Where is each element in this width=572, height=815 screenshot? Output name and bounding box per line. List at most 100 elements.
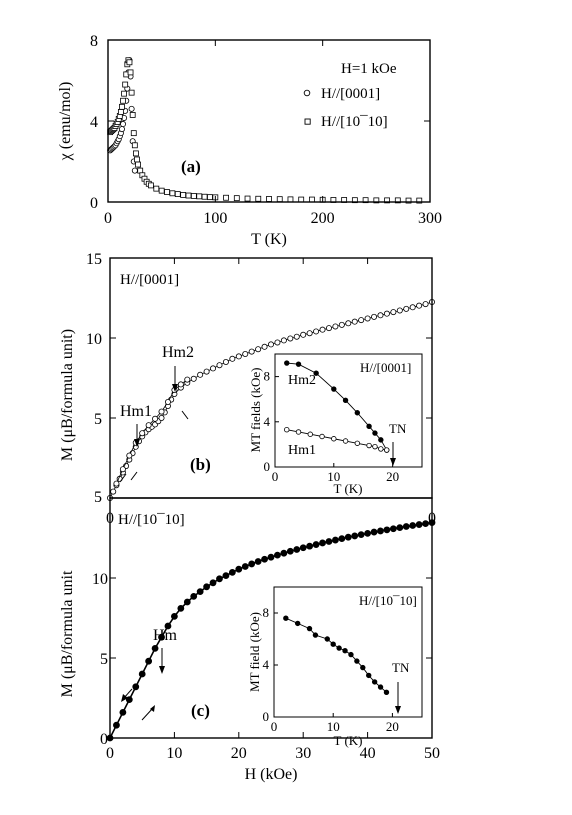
panel-c-inset-marks — [283, 615, 390, 695]
panel-a-point-s1-14 — [122, 81, 129, 88]
panel-a-point-s1-39 — [185, 192, 192, 199]
panel-b-point-s0-45 — [332, 323, 339, 330]
panel-a-point-s1-32 — [148, 182, 154, 189]
panel-b-point-s0-1 — [110, 488, 117, 495]
panel-a-point-s1-41 — [196, 193, 203, 200]
panel-c-xtick-label-2: 20 — [231, 745, 247, 762]
panel-b-inset-point-s1-5 — [342, 438, 349, 444]
panel-c-inset-point-s0-4 — [324, 636, 330, 642]
panel-b-point-s1-2 — [126, 452, 133, 459]
panel-b-inset-point-s0-0 — [284, 360, 290, 366]
annotation-hm-arrowhead — [159, 666, 165, 674]
panel-c-frame — [109, 497, 433, 739]
panel-c-xtick-label-1: 10 — [166, 745, 182, 762]
panel-b-inset-point-s1-3 — [319, 433, 325, 440]
panel-b-inset-xlabel: T (K) — [333, 481, 362, 496]
panel-b-point-s0-41 — [306, 330, 313, 337]
sweep-arrow-2 — [130, 471, 138, 481]
panel-c-inset-point-s0-9 — [354, 658, 360, 664]
panel-a-point-s1-45 — [223, 194, 229, 201]
panel-b-inset-ticks: 0 10 20 0 4 8 — [264, 369, 400, 484]
panel-b-point-s1-6 — [152, 415, 159, 422]
panel-c-xtick-label-3: 30 — [295, 745, 311, 762]
panel-c-inset-ytick-label-1: 4 — [263, 657, 270, 672]
panel-b-inset-xtick-label-0: 0 — [272, 469, 279, 484]
panel-c-ytick-label-0: 0 — [100, 731, 108, 748]
annotation-hm1: Hm1 — [120, 403, 152, 420]
panel-c-inset-tn-arrowhead — [395, 706, 401, 714]
panel-c-inset-point-s0-12 — [371, 679, 378, 685]
panel-b-point-s0-49 — [358, 317, 365, 324]
panel-a-point-s1-62 — [405, 197, 412, 204]
panel-b-point-s0-54 — [390, 309, 397, 316]
panel-a-ytick-label-1: 4 — [90, 114, 98, 131]
panel-c-point-s0-17 — [216, 575, 223, 583]
panel-c-point-s0-13 — [190, 593, 198, 600]
panel-c-point-s0-9 — [164, 622, 172, 630]
panel-a-xtick-label-2: 200 — [311, 210, 335, 227]
panel-c-point-s0-42 — [377, 527, 384, 535]
panel-b-point-s0-16 — [158, 414, 165, 421]
panel-a-point-s1-61 — [394, 197, 401, 204]
panel-b-header: H//[0001] — [120, 272, 179, 288]
panel-c-point-s0-31 — [306, 542, 314, 550]
panel-c-inset-ylabel: MT field (kOe) — [247, 612, 262, 692]
panel-c-ytick-label-2: 10 — [92, 571, 108, 588]
panel-a-point-s1-63 — [416, 197, 423, 204]
panel-c-inset-label-tn: TN — [392, 660, 410, 675]
panel-a-legend-series-1: H//[0001] — [321, 86, 380, 102]
panel-a-xtick-label-3: 300 — [418, 210, 442, 227]
panel-c-point-s0-20 — [235, 565, 243, 573]
panel-b-point-s0-57 — [409, 304, 416, 311]
panel-c-point-s0-43 — [383, 526, 391, 534]
legend-circle-marker — [303, 89, 311, 97]
panel-b-point-s0-40 — [300, 331, 307, 338]
panel-a-point-s1-13 — [121, 90, 127, 97]
panel-b-inset-point-s1-8 — [372, 443, 378, 450]
panel-b-point-s0-24 — [197, 371, 204, 378]
panel-c-point-s0-11 — [177, 605, 185, 612]
panel-c-marks — [106, 519, 436, 742]
panel-b-inset-ytick-label-0: 0 — [264, 459, 271, 474]
panel-b-ytick-label-1: 10 — [86, 331, 102, 348]
panel-a-point-s1-23 — [131, 142, 138, 149]
panel-b-point-s0-56 — [403, 305, 410, 312]
panel-b-inset-point-s0-3 — [331, 386, 337, 392]
annotation-hm: Hm — [153, 627, 178, 644]
panel-c-point-s0-7 — [151, 645, 159, 652]
panel-c-point-s0-44 — [389, 525, 397, 533]
panel-c-point-s0-32 — [312, 541, 320, 548]
panel-b-point-s0-38 — [287, 335, 294, 342]
panel-b-inset-point-s0-8 — [378, 437, 384, 443]
panel-c-inset-xtick-label-2: 20 — [386, 719, 399, 734]
panel-a-marks — [107, 57, 423, 204]
panel-b-point-s1-4 — [139, 430, 146, 437]
panel-a-point-s1-24 — [133, 150, 139, 157]
panel-b-point-s0-47 — [345, 320, 352, 327]
panel-c-inset-ticks: 0 10 20 0 4 8 — [263, 605, 399, 734]
panel-b-inset-marks — [284, 360, 390, 453]
panel-b-point-s0-52 — [377, 312, 384, 319]
panel-b-point-s0-34 — [261, 343, 268, 350]
panel-a-point-s1-51 — [287, 196, 294, 203]
panel-c-point-s0-28 — [286, 547, 294, 555]
panel-b-inset-point-s0-1 — [295, 361, 302, 367]
panel-c-point-s0-1 — [113, 721, 120, 729]
panel-c-inset: 0 10 20 0 4 8 H//[10¯10] TN T (K) MT field (k… — [247, 586, 423, 748]
panel-a-point-s1-50 — [276, 196, 283, 203]
panel-a-point-s1-48 — [255, 195, 262, 202]
panel-a-point-s1-10 — [117, 108, 124, 115]
panel-c-inset-point-s0-11 — [366, 672, 372, 679]
sweep-arrow-5-head — [150, 705, 155, 712]
panel-b-inset-line-s0 — [286, 362, 388, 451]
panel-c-point-s0-22 — [248, 560, 256, 568]
sweep-arrow-1 — [119, 473, 127, 483]
panel-c-point-s0-39 — [357, 531, 365, 539]
panel-c-point-s0-14 — [196, 588, 204, 595]
panel-a-point-s0-11 — [118, 126, 125, 133]
panel-a-ticks: 0 100 200 300 0 4 8 — [90, 33, 442, 227]
panel-b-inset-point-s1-2 — [307, 431, 313, 437]
panel-c-point-s0-33 — [319, 539, 326, 547]
panel-c-inset-point-s0-7 — [342, 648, 348, 654]
